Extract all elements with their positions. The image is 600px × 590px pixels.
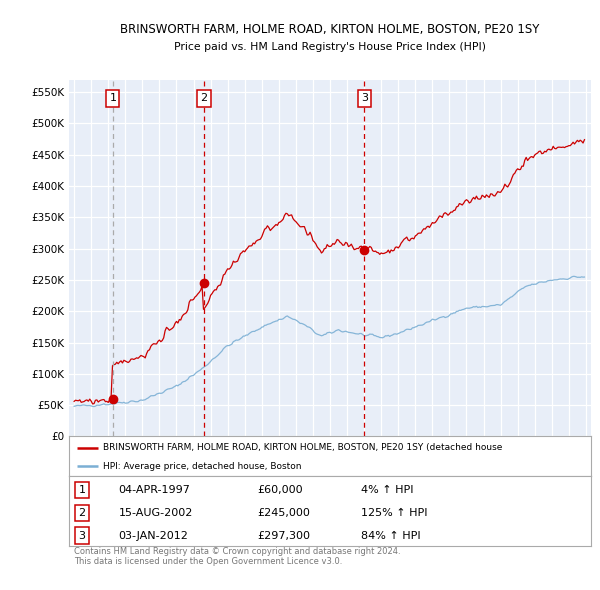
Text: HPI: Average price, detached house, Boston: HPI: Average price, detached house, Bost… — [103, 462, 301, 471]
Text: 15-AUG-2002: 15-AUG-2002 — [119, 508, 193, 518]
Text: Price paid vs. HM Land Registry's House Price Index (HPI): Price paid vs. HM Land Registry's House … — [174, 42, 486, 52]
Text: £297,300: £297,300 — [257, 531, 310, 541]
Text: Contains HM Land Registry data © Crown copyright and database right 2024.
This d: Contains HM Land Registry data © Crown c… — [74, 547, 401, 566]
Text: £245,000: £245,000 — [257, 508, 310, 518]
Text: 125% ↑ HPI: 125% ↑ HPI — [361, 508, 428, 518]
Text: 2: 2 — [79, 508, 86, 518]
Text: 04-APR-1997: 04-APR-1997 — [119, 485, 190, 495]
Text: £60,000: £60,000 — [257, 485, 302, 495]
Text: 03-JAN-2012: 03-JAN-2012 — [119, 531, 188, 541]
Text: 4% ↑ HPI: 4% ↑ HPI — [361, 485, 414, 495]
Text: BRINSWORTH FARM, HOLME ROAD, KIRTON HOLME, BOSTON, PE20 1SY (detached house: BRINSWORTH FARM, HOLME ROAD, KIRTON HOLM… — [103, 443, 502, 452]
Text: BRINSWORTH FARM, HOLME ROAD, KIRTON HOLME, BOSTON, PE20 1SY: BRINSWORTH FARM, HOLME ROAD, KIRTON HOLM… — [121, 23, 539, 36]
Text: 2: 2 — [200, 93, 208, 103]
Text: 3: 3 — [79, 531, 86, 541]
Text: 84% ↑ HPI: 84% ↑ HPI — [361, 531, 421, 541]
Text: 1: 1 — [109, 93, 116, 103]
Text: 3: 3 — [361, 93, 368, 103]
Text: 1: 1 — [79, 485, 86, 495]
